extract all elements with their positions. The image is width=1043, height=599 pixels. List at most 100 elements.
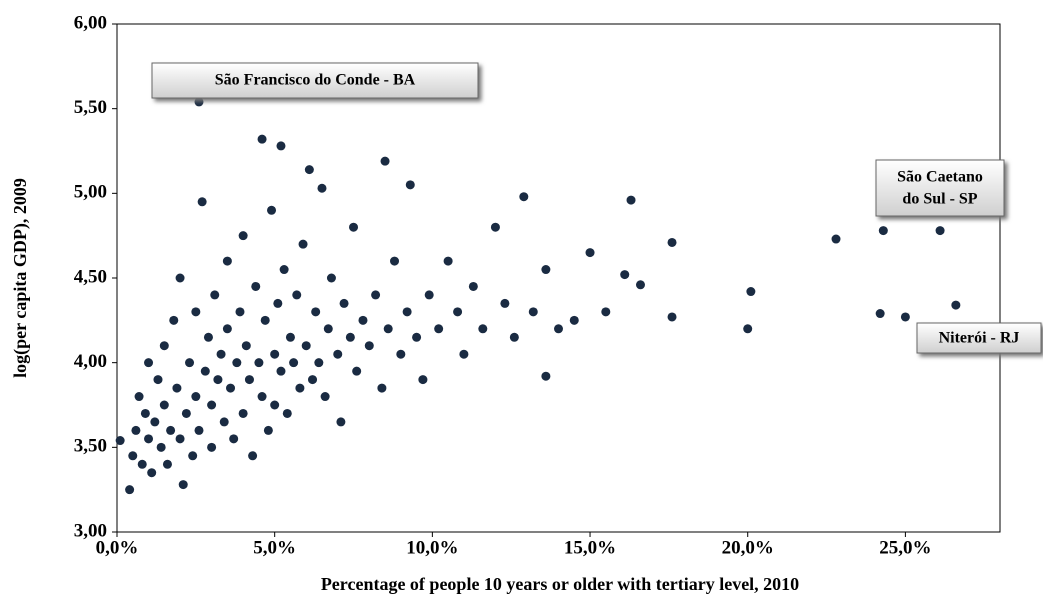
point [203, 332, 213, 342]
point [345, 332, 355, 342]
point [434, 324, 444, 334]
x-tick-label: 15,0% [564, 537, 616, 558]
annotation: São Francisco do Conde - BA [151, 62, 479, 99]
point [390, 256, 400, 266]
annotation-text: São Caetano [897, 169, 983, 186]
point [200, 366, 210, 376]
point [380, 156, 390, 166]
point [519, 192, 529, 202]
annotation-text: Niterói - RJ [939, 330, 1020, 347]
point [222, 256, 232, 266]
point [159, 400, 169, 410]
point [282, 408, 292, 418]
annotation-text: do Sul - SP [902, 191, 977, 208]
point [273, 298, 283, 308]
point [831, 234, 841, 244]
point [134, 392, 144, 402]
point [405, 180, 415, 190]
point [232, 358, 242, 368]
point [150, 417, 160, 427]
point [509, 332, 519, 342]
point [244, 375, 254, 385]
point [667, 312, 677, 322]
point [279, 265, 289, 275]
point [900, 312, 910, 322]
point [166, 425, 176, 435]
point [585, 248, 595, 258]
point [289, 358, 299, 368]
point [137, 459, 147, 469]
point [349, 222, 359, 232]
point [326, 273, 336, 283]
point [235, 307, 245, 317]
point [191, 392, 201, 402]
point [402, 307, 412, 317]
point [626, 195, 636, 205]
point [254, 358, 264, 368]
y-tick-label: 4,50 [74, 266, 107, 287]
point [185, 358, 195, 368]
point [377, 383, 387, 393]
point [308, 375, 318, 385]
y-tick-label: 6,00 [74, 12, 107, 33]
point [115, 436, 125, 446]
point [191, 307, 201, 317]
point [238, 408, 248, 418]
point [238, 231, 248, 241]
point [935, 226, 945, 236]
point [453, 307, 463, 317]
y-tick-label: 3,50 [74, 436, 107, 457]
point [131, 425, 141, 435]
point [207, 400, 217, 410]
point [468, 281, 478, 291]
point [314, 358, 324, 368]
point [197, 197, 207, 207]
y-tick-label: 5,00 [74, 182, 107, 203]
point [418, 375, 428, 385]
point [153, 375, 163, 385]
point [635, 280, 645, 290]
point [371, 290, 381, 300]
point [951, 300, 961, 310]
point [276, 366, 286, 376]
point [144, 358, 154, 368]
point [219, 417, 229, 427]
point [194, 425, 204, 435]
point [352, 366, 362, 376]
point [260, 315, 270, 325]
point [528, 307, 538, 317]
point [396, 349, 406, 359]
point [270, 400, 280, 410]
x-tick-label: 10,0% [406, 537, 458, 558]
point [175, 434, 185, 444]
point [459, 349, 469, 359]
point [162, 459, 172, 469]
point [620, 270, 630, 280]
y-tick-label: 3,00 [74, 520, 107, 541]
point [541, 371, 551, 381]
point [270, 349, 280, 359]
point [743, 324, 753, 334]
point [323, 324, 333, 334]
point [222, 324, 232, 334]
point [263, 425, 273, 435]
point [295, 383, 305, 393]
annotation-box [875, 159, 1005, 217]
point [188, 451, 198, 461]
point [257, 134, 267, 144]
point [257, 392, 267, 402]
x-axis-title: Percentage of people 10 years or older w… [321, 574, 799, 594]
point [194, 97, 204, 107]
point [147, 468, 157, 478]
point [229, 434, 239, 444]
point [601, 307, 611, 317]
point [364, 341, 374, 351]
point [159, 341, 169, 351]
point [175, 273, 185, 283]
point [317, 183, 327, 193]
y-tick-label: 4,00 [74, 351, 107, 372]
point [358, 315, 368, 325]
point [181, 408, 191, 418]
point [412, 332, 422, 342]
point [304, 165, 314, 175]
